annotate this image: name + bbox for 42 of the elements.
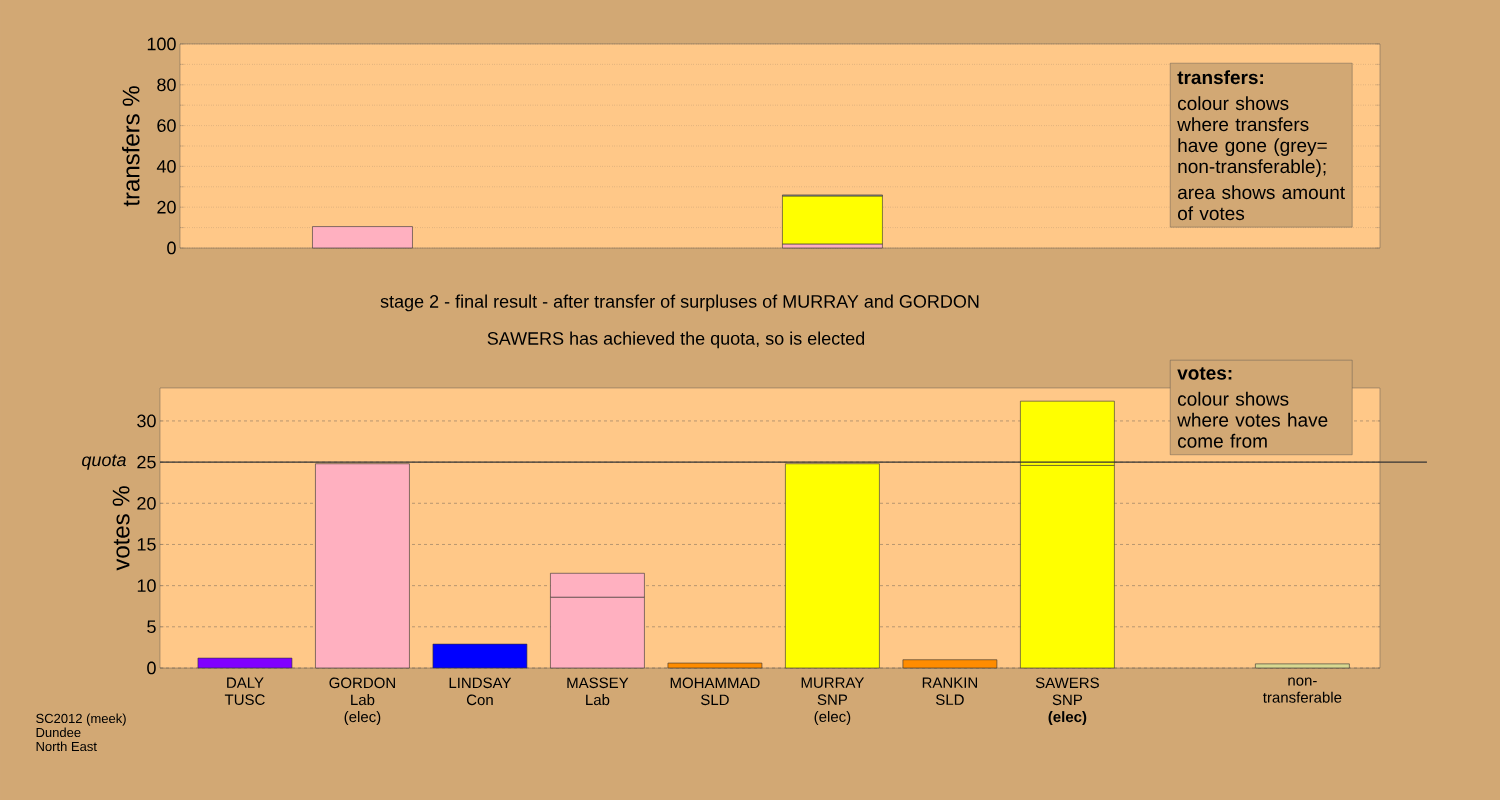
y-tick-label: 25 xyxy=(137,455,156,469)
bar xyxy=(197,657,293,669)
y-tick-label: 10 xyxy=(137,579,156,592)
y-tick-label: 100 xyxy=(147,37,176,51)
annotation: area shows amount of votes xyxy=(1178,185,1345,221)
bar xyxy=(312,226,413,249)
text: North East xyxy=(36,741,97,752)
annotation: transfers: xyxy=(1177,70,1264,85)
y-tick-label: 15 xyxy=(137,538,156,551)
bar xyxy=(432,643,528,669)
text: SC2012 (meek) xyxy=(36,713,126,726)
bar xyxy=(902,659,998,669)
y-tick-label: 30 xyxy=(137,414,156,428)
x-tick-label: MURRAY SNP (elec) xyxy=(801,677,865,725)
y-tick-label: 5 xyxy=(147,620,156,634)
annotation: colour shows where transfers have gone (grey= non-transferable); xyxy=(1177,96,1327,177)
y-tick-label: 0 xyxy=(147,661,156,675)
x-tick-label: GORDON Lab (elec) xyxy=(329,677,395,726)
y-tick-label: 20 xyxy=(137,496,156,510)
bar xyxy=(667,662,763,669)
x-tick-label: DALY TUSC xyxy=(224,677,265,705)
bar xyxy=(782,195,883,245)
x-tick-label: MOHAMMAD SLD xyxy=(670,677,760,706)
chart-subtitle: SAWERS has achieved the quota, so is elected xyxy=(487,331,865,349)
y-tick-label: 0 xyxy=(167,241,176,255)
y-tick-label: 20 xyxy=(157,200,176,214)
y-tick-label: 60 xyxy=(157,119,176,132)
y-axis-title: votes % xyxy=(112,486,130,571)
y-tick-label: 80 xyxy=(157,78,176,92)
bar xyxy=(1255,663,1350,669)
ref-line-label: quota xyxy=(82,454,126,470)
x-tick-label: MASSEY Lab xyxy=(567,677,629,706)
text: Dundee xyxy=(36,727,81,738)
x-tick-label: LINDSAY Con xyxy=(449,677,512,706)
chart-title: stage 2 - final result - after transfer of surpluses of MURRAY and GORDON xyxy=(380,294,979,312)
x-tick-label: SAWERS SNP (elec) xyxy=(1035,677,1099,726)
y-tick-label: 40 xyxy=(156,160,176,173)
y-axis-title: transfers % xyxy=(121,86,140,207)
x-tick-label: non-transferable xyxy=(1263,677,1342,703)
annotation: colour shows where votes have come from xyxy=(1177,391,1328,448)
x-tick-label: RANKIN SLD xyxy=(922,677,978,705)
text: votes: xyxy=(1177,367,1232,380)
